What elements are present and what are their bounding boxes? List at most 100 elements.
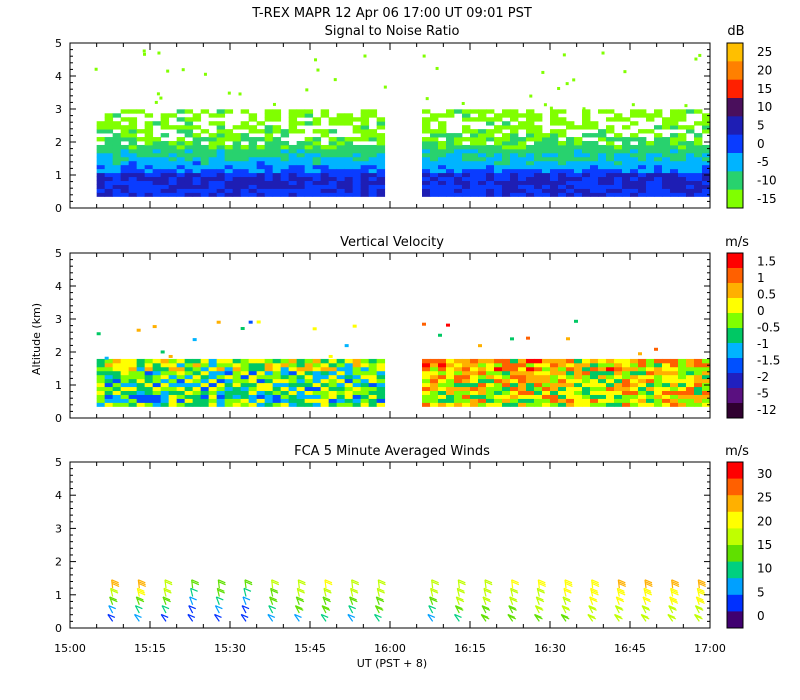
snr-cell bbox=[598, 129, 607, 134]
snr-cell bbox=[280, 144, 290, 150]
snr-cell bbox=[470, 152, 479, 158]
snr-cell bbox=[264, 144, 274, 150]
velocity-cell bbox=[566, 370, 575, 376]
snr-cell bbox=[208, 192, 218, 197]
wind-barb-flag bbox=[160, 613, 169, 619]
wind-barb-flag bbox=[294, 613, 302, 619]
snr-speck bbox=[154, 100, 158, 104]
velocity-cell bbox=[510, 394, 519, 399]
velocity-cell bbox=[606, 402, 615, 407]
wind-barb-shaft bbox=[240, 614, 247, 622]
velocity-cell bbox=[550, 402, 559, 407]
wind-barb-flag bbox=[640, 613, 649, 619]
snr-cell bbox=[136, 164, 146, 170]
snr-cell bbox=[312, 176, 322, 182]
velocity-cell bbox=[112, 394, 122, 399]
snr-cell bbox=[606, 172, 615, 178]
velocity-cell bbox=[606, 358, 615, 364]
snr-speck bbox=[238, 92, 242, 96]
snr-cell bbox=[422, 109, 431, 114]
snr-cell bbox=[304, 192, 314, 197]
snr-cell bbox=[168, 192, 178, 197]
velocity-cell bbox=[120, 378, 130, 384]
velocity-cell bbox=[168, 390, 178, 395]
snr-cell bbox=[574, 144, 583, 150]
velocity-cell bbox=[160, 398, 170, 403]
snr-cell bbox=[248, 168, 258, 174]
velocity-cell bbox=[590, 386, 599, 392]
velocity-cell bbox=[430, 386, 439, 392]
velocity-cell bbox=[136, 374, 146, 380]
snr-cell bbox=[344, 192, 354, 197]
velocity-cell bbox=[614, 362, 623, 368]
wind-barb-flag bbox=[564, 581, 573, 586]
velocity-cell bbox=[256, 402, 266, 407]
velocity-cell bbox=[534, 402, 543, 407]
snr-cell bbox=[422, 144, 431, 150]
snr-cell bbox=[510, 125, 519, 130]
velocity-cell bbox=[96, 390, 106, 395]
snr-cell bbox=[104, 180, 114, 185]
snr-cell bbox=[510, 117, 519, 122]
snr-cell bbox=[136, 152, 146, 158]
snr-cell bbox=[200, 129, 210, 134]
snr-cell bbox=[168, 188, 178, 193]
snr-speck bbox=[422, 54, 426, 58]
snr-cell bbox=[216, 188, 226, 193]
velocity-cell bbox=[320, 386, 330, 392]
y-tick-label: 5 bbox=[55, 37, 62, 50]
velocity-cell bbox=[112, 366, 122, 372]
snr-cell bbox=[368, 109, 378, 114]
snr-cell bbox=[312, 172, 322, 178]
snr-cell bbox=[128, 141, 138, 146]
snr-cell bbox=[582, 125, 591, 130]
velocity-cell bbox=[454, 390, 463, 395]
snr-cell bbox=[376, 188, 386, 193]
velocity-cell bbox=[542, 374, 551, 380]
snr-cell bbox=[582, 152, 591, 158]
velocity-cell bbox=[240, 362, 250, 368]
wind-barb-shaft bbox=[482, 596, 487, 605]
velocity-cell bbox=[336, 378, 346, 384]
snr-cell bbox=[694, 192, 703, 197]
velocity-cell bbox=[240, 366, 250, 372]
velocity-cell bbox=[686, 382, 695, 388]
velocity-cell bbox=[112, 378, 122, 384]
snr-cell bbox=[646, 144, 655, 150]
snr-cell bbox=[486, 117, 495, 122]
snr-cell bbox=[438, 156, 447, 162]
snr-cell bbox=[208, 164, 218, 170]
velocity-cell bbox=[462, 398, 471, 403]
velocity-cell bbox=[368, 398, 378, 403]
snr-cell bbox=[614, 133, 623, 138]
wind-barb-flag bbox=[643, 587, 652, 592]
snr-cell bbox=[336, 164, 346, 170]
snr-cell bbox=[438, 148, 447, 154]
snr-cell bbox=[312, 168, 322, 174]
snr-cell bbox=[446, 133, 455, 138]
velocity-cell bbox=[518, 374, 527, 380]
wind-barb-flag bbox=[429, 596, 437, 601]
wind-barb-flag bbox=[271, 581, 280, 586]
wind-barb-flag bbox=[271, 579, 279, 584]
snr-cell bbox=[320, 180, 330, 185]
snr-cell bbox=[168, 176, 178, 182]
snr-cell bbox=[638, 164, 647, 170]
snr-cell bbox=[534, 113, 543, 118]
velocity-cell bbox=[646, 370, 655, 376]
snr-cell bbox=[272, 168, 282, 174]
snr-cell bbox=[336, 160, 346, 166]
velocity-cell bbox=[136, 402, 146, 407]
snr-cell bbox=[510, 129, 519, 134]
snr-cell bbox=[550, 129, 559, 134]
velocity-cell bbox=[438, 370, 447, 376]
velocity-cell bbox=[136, 398, 146, 403]
snr-cell bbox=[550, 121, 559, 126]
snr-cell bbox=[582, 172, 591, 178]
velocity-cell bbox=[542, 366, 551, 372]
velocity-cell bbox=[328, 382, 338, 388]
velocity-cell bbox=[438, 386, 447, 392]
wind-barb-flag bbox=[455, 605, 463, 610]
wind-barb-flag bbox=[320, 613, 329, 619]
snr-cell bbox=[614, 164, 623, 170]
